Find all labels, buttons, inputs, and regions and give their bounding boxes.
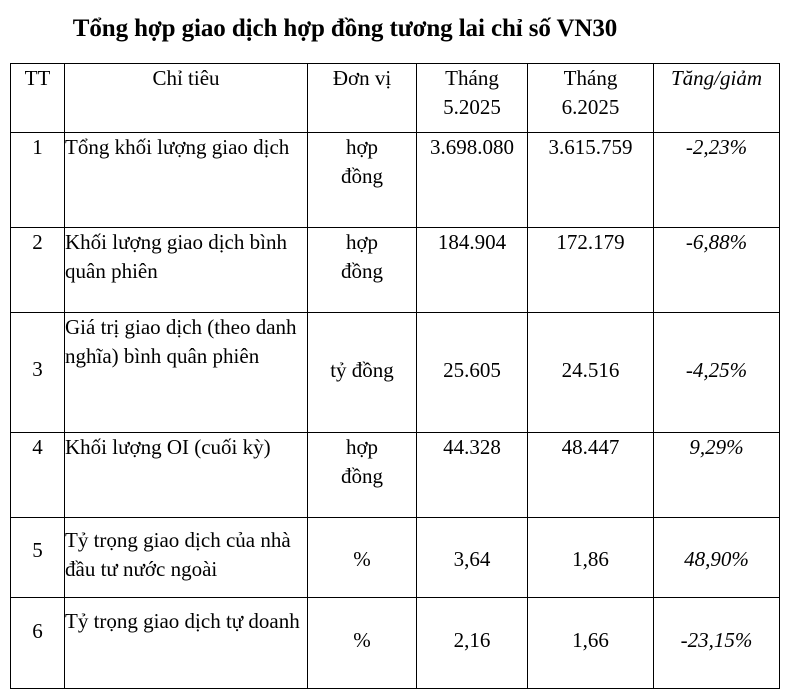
row-value-month-1: 44.328 — [416, 432, 528, 518]
row-change: -2,23% — [653, 132, 780, 228]
row-index: 5 — [10, 517, 65, 598]
row-index: 3 — [10, 312, 65, 433]
row-change: -6,88% — [653, 227, 780, 313]
column-header-month-2-line-1: Tháng — [563, 66, 618, 90]
row-index: 1 — [10, 132, 65, 228]
column-header-month-2-line-2: 6.2025 — [561, 95, 620, 119]
table-row: 3 Giá trị giao dịch (theo danh nghĩa) bì… — [10, 312, 780, 433]
row-change: 48,90% — [653, 517, 780, 598]
table-row: 2 Khối lượng giao dịch bình quân phiên h… — [10, 227, 780, 313]
table-header: TT Chỉ tiêu Đơn vị Tháng 5.2025 Tháng 6.… — [10, 63, 780, 133]
row-value-month-2: 3.615.759 — [527, 132, 654, 228]
row-index: 4 — [10, 432, 65, 518]
row-index: 6 — [10, 597, 65, 689]
row-unit-line-2: đồng — [341, 259, 383, 283]
column-header-month-2: Tháng 6.2025 — [527, 63, 654, 133]
table-row: 6 Tỷ trọng giao dịch tự doanh % 2,16 1,6… — [10, 597, 780, 689]
row-indicator: Tỷ trọng giao dịch của nhà đầu tư nước n… — [64, 517, 308, 598]
row-value-month-2: 172.179 — [527, 227, 654, 313]
page-title: Tổng hợp giao dịch hợp đồng tương lai ch… — [72, 15, 618, 42]
row-unit-line-1: hợp — [345, 135, 379, 159]
row-value-month-2: 1,86 — [527, 517, 654, 598]
row-value-month-1: 184.904 — [416, 227, 528, 313]
row-value-month-1: 25.605 — [416, 312, 528, 433]
row-unit: tỷ đồng — [307, 312, 417, 433]
row-change: 9,29% — [653, 432, 780, 518]
row-index: 2 — [10, 227, 65, 313]
row-unit: hợp đồng — [307, 227, 417, 313]
column-header-change: Tăng/giảm — [653, 63, 780, 133]
row-value-month-2: 1,66 — [527, 597, 654, 689]
row-unit-line-1: hợp — [345, 435, 379, 459]
column-header-tt: TT — [10, 63, 65, 133]
row-change: -4,25% — [653, 312, 780, 433]
summary-table-container: TT Chỉ tiêu Đơn vị Tháng 5.2025 Tháng 6.… — [10, 63, 780, 689]
column-header-unit: Đơn vị — [307, 63, 417, 133]
row-value-month-1: 3,64 — [416, 517, 528, 598]
row-value-month-1: 3.698.080 — [416, 132, 528, 228]
column-header-indicator: Chỉ tiêu — [64, 63, 308, 133]
table-row: 4 Khối lượng OI (cuối kỳ) hợp đồng 44.32… — [10, 432, 780, 518]
row-value-month-2: 24.516 — [527, 312, 654, 433]
row-change: -23,15% — [653, 597, 780, 689]
row-unit: hợp đồng — [307, 432, 417, 518]
table-row: 5 Tỷ trọng giao dịch của nhà đầu tư nước… — [10, 517, 780, 598]
column-header-month-1-line-1: Tháng — [445, 66, 499, 90]
column-header-month-1-line-2: 5.2025 — [443, 95, 501, 119]
row-unit: % — [307, 597, 417, 689]
row-indicator: Tổng khối lượng giao dịch — [64, 132, 308, 228]
row-unit-line-1: hợp — [345, 230, 379, 254]
row-indicator: Khối lượng OI (cuối kỳ) — [64, 432, 308, 518]
row-indicator: Giá trị giao dịch (theo danh nghĩa) bình… — [64, 312, 308, 433]
table-header-row: TT Chỉ tiêu Đơn vị Tháng 5.2025 Tháng 6.… — [10, 63, 780, 133]
vn30-futures-summary-table: TT Chỉ tiêu Đơn vị Tháng 5.2025 Tháng 6.… — [10, 63, 780, 689]
row-unit: hợp đồng — [307, 132, 417, 228]
row-unit-line-2: đồng — [341, 164, 383, 188]
row-indicator: Tỷ trọng giao dịch tự doanh — [64, 597, 308, 689]
row-value-month-2: 48.447 — [527, 432, 654, 518]
table-row: 1 Tổng khối lượng giao dịch hợp đồng 3.6… — [10, 132, 780, 228]
row-unit: % — [307, 517, 417, 598]
column-header-month-1: Tháng 5.2025 — [416, 63, 528, 133]
row-value-month-1: 2,16 — [416, 597, 528, 689]
row-indicator: Khối lượng giao dịch bình quân phiên — [64, 227, 308, 313]
row-unit-line-2: đồng — [341, 464, 383, 488]
table-body: 1 Tổng khối lượng giao dịch hợp đồng 3.6… — [10, 132, 780, 689]
